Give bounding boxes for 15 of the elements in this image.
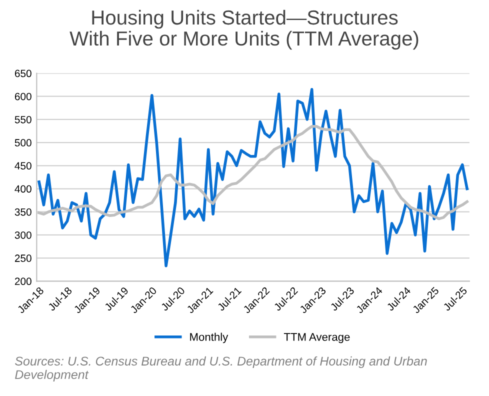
y-tick-label: 300 xyxy=(14,231,32,239)
y-tick-label: 350 xyxy=(14,208,32,216)
y-tick-label: 600 xyxy=(14,92,32,100)
legend-label: Monthly xyxy=(190,332,228,344)
y-tick-label: 450 xyxy=(14,162,32,170)
y-tick-label: 200 xyxy=(14,278,32,286)
y-tick-label: 400 xyxy=(14,185,32,193)
y-tick-label: 250 xyxy=(14,254,32,262)
y-tick-label: 650 xyxy=(14,70,32,78)
y-tick-label: 550 xyxy=(14,116,32,124)
line-series xyxy=(38,88,468,268)
chart-title: Housing Units Started—Structures With Five or More Units (TTM Average) xyxy=(70,10,418,50)
legend-label: TTM Average xyxy=(284,333,350,344)
source-note: Sources: U.S. Census Bureau and U.S. Department of Housing and Urban Development xyxy=(15,356,427,382)
y-tick-label: 500 xyxy=(14,139,32,146)
